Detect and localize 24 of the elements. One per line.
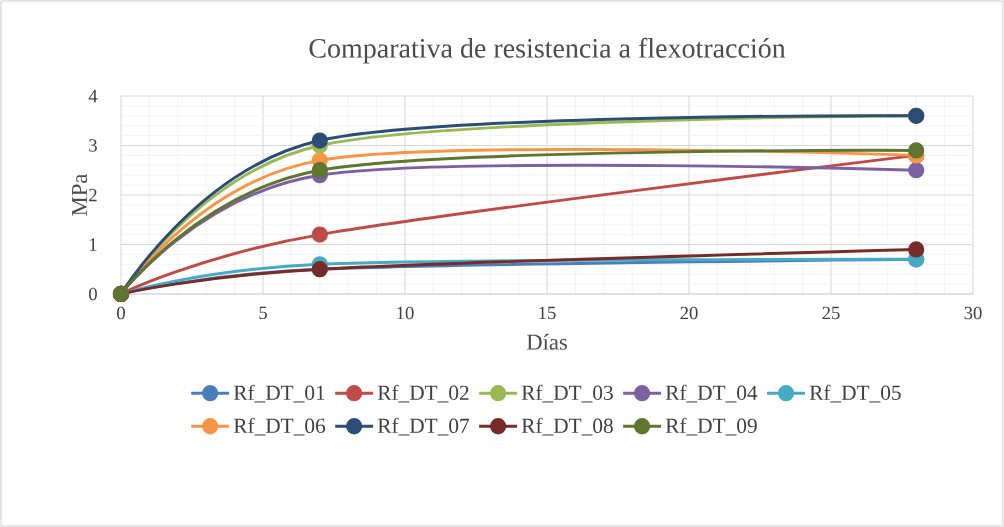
x-tick-label: 30 [964,306,982,320]
x-tick-label: 15 [539,306,556,320]
legend-label: Rf_DT_07 [377,417,470,436]
legend-label: Rf_DT_08 [521,417,613,436]
y-tick-label: 1 [89,238,97,251]
y-tick-label: 3 [89,139,97,152]
y-tick-label: 4 [88,89,98,103]
x-axis-title: Días [526,333,567,350]
x-tick-label: 10 [397,306,414,320]
x-tick-label: 25 [822,306,840,320]
x-tick-label: 0 [117,306,125,320]
y-tick-label: 2 [89,188,97,202]
x-tick-label: 5 [259,306,267,320]
legend-label: Rf_DT_01 [233,384,325,403]
legend-label: Rf_DT_03 [521,384,613,403]
chart-title: Comparativa de resistencia a flexotracción [309,37,786,64]
y-tick-label: 0 [89,287,97,301]
legend-label: Rf_DT_05 [809,384,901,403]
legend-label: Rf_DT_09 [665,417,757,436]
legend-label: Rf_DT_02 [377,384,469,403]
y-axis-title: MPa [72,173,88,216]
x-tick-label: 20 [680,306,698,320]
legend-label: Rf_DT_04 [665,384,758,403]
legend-label: Rf_DT_06 [233,417,326,436]
